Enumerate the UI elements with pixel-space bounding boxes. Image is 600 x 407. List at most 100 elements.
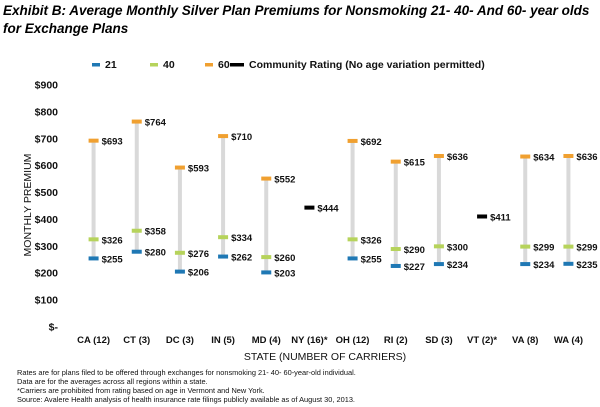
data-label: $299 [576,243,597,254]
y-tick-label: $- [49,322,59,334]
x-tick-label: DC (3) [166,335,194,346]
x-tick-label: RI (2) [384,335,408,346]
data-label: $299 [533,243,554,254]
data-point [131,249,142,254]
data-point [131,228,142,233]
x-tick-label: IN (5) [211,335,235,346]
y-tick-label: $300 [35,241,59,253]
y-axis-title: MONTHLY PREMIUM [22,154,34,257]
data-point [347,256,358,261]
y-tick-label: $100 [35,295,59,307]
x-tick-label: CT (3) [123,335,150,346]
data-label: $636 [447,152,468,163]
data-label: $326 [102,235,123,246]
data-label: $203 [274,268,295,279]
data-label: $593 [188,164,209,175]
data-point [520,262,531,267]
data-label: $636 [576,152,597,163]
data-point [347,138,358,143]
data-point [347,237,358,242]
data-point [520,244,531,249]
data-point [304,205,315,210]
data-point [261,270,272,275]
data-label: $260 [274,253,295,264]
premium-chart: 21 40 60 Community Rating (No age variation… [22,59,598,363]
data-label: $280 [145,248,166,259]
data-label: $552 [274,175,295,186]
data-label: $334 [231,233,253,244]
data-label: $692 [361,137,382,148]
x-tick-label: CA (12) [77,335,110,346]
data-label: $276 [188,249,209,260]
data-label: $764 [145,118,167,129]
legend-swatch [230,63,244,67]
legend-label: 21 [105,59,117,71]
x-tick-label: WA (4) [554,335,583,346]
legend-label: 60 [218,59,230,71]
footnotes: Rates are for plans filed to be offered … [17,368,597,404]
data-point [390,247,401,252]
data-label: $326 [361,235,382,246]
data-label: $255 [102,254,124,265]
data-label: $290 [404,245,425,256]
data-label: $358 [145,227,166,238]
footnote: Data are for the averages across all reg… [17,377,208,386]
data-label: $615 [404,158,426,169]
y-tick-label: $900 [35,80,59,92]
legend-swatch [205,63,213,67]
legend-swatch [92,63,100,67]
legend-label: 40 [163,59,175,71]
data-point [174,250,185,255]
data-label: $300 [447,242,468,253]
data-point [88,256,99,261]
data-label: $255 [361,254,383,265]
data-point [390,159,401,164]
x-axis-title: STATE (NUMBER OF CARRIERS) [244,351,406,363]
data-label: $693 [102,137,123,148]
data-label: $227 [404,262,425,273]
data-point [261,255,272,260]
legend: 21 40 60 Community Rating (No age variation… [92,59,485,71]
data-point [433,153,444,158]
data-point [390,263,401,268]
chart-title: Exhibit B: Average Monthly Silver Plan P… [3,3,590,36]
x-tick-label: MD (4) [252,335,281,346]
y-tick-label: $700 [35,133,59,145]
y-tick-label: $200 [35,268,59,280]
data-label: $234 [447,260,469,271]
data-label: $262 [231,253,252,264]
data-label: $444 [317,204,339,215]
x-tick-label: VA (8) [512,335,538,346]
y-tick-label: $500 [35,187,59,199]
data-point [88,237,99,242]
x-tick-label: NY (16)* [291,335,328,346]
y-axis: $- $100 $200 $300 $400 $500 $600 $700 $800 $900 [35,80,59,334]
data-point [218,134,229,139]
data-point [174,269,185,274]
data-point [88,138,99,143]
legend-label: Community Rating (No age variation permi… [249,59,485,71]
data-point [261,176,272,181]
data-label: $206 [188,268,209,279]
data-point [174,165,185,170]
x-axis: CA (12) CT (3) DC (3) IN (5) MD (4) NY (16)* O… [77,335,583,346]
x-tick-label: SD (3) [425,335,452,346]
footnote: Source: Avalere Health analysis of healt… [17,395,355,404]
data-label: $710 [231,132,252,143]
data-point [563,153,574,158]
y-tick-label: $800 [35,106,59,118]
data-label: $234 [533,260,555,271]
data-point [218,235,229,240]
data-point [131,119,142,124]
data-point [433,244,444,249]
footnote: Rates are for plans filed to be offered … [17,368,356,377]
legend-swatch [150,63,158,67]
data-label: $634 [533,153,555,164]
x-tick-label: VT (2)* [467,335,497,346]
y-tick-label: $600 [35,160,59,172]
data-point [520,154,531,159]
x-tick-label: OH (12) [336,335,370,346]
footnote: *Carriers are prohibited from rating bas… [17,386,265,395]
data-point [433,262,444,267]
plot-area: $255 $280 $206 $262 $203 $255 $227 $234 $234 $235… [88,118,598,279]
